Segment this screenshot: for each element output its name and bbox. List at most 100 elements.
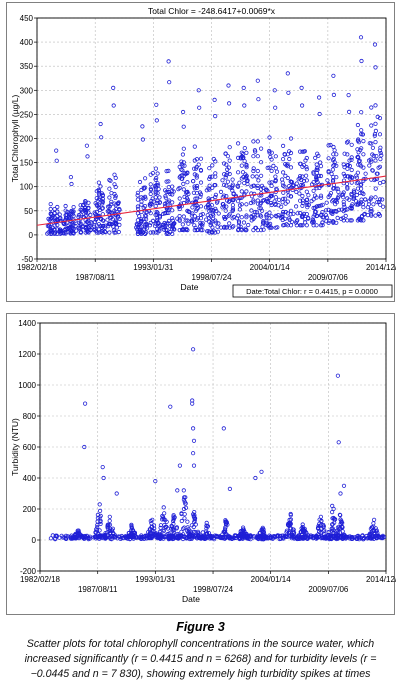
data-point [193,516,198,521]
data-point [349,142,354,147]
data-point [341,215,346,220]
data-point [186,191,191,197]
data-point [177,217,182,222]
data-point [97,502,102,507]
data-point [153,186,158,191]
data-point [170,216,175,221]
data-point [86,210,91,215]
data-point [287,526,293,531]
data-point [216,211,221,216]
data-point [224,204,229,209]
data-point [329,171,334,176]
data-point [318,223,324,228]
data-point [191,190,196,195]
y-tick-label: 450 [20,14,34,23]
data-point [241,525,246,530]
data-point [345,207,350,212]
data-point [236,141,241,146]
data-point [213,192,218,197]
data-point [303,173,309,178]
data-point [54,148,59,153]
data-point [280,143,286,148]
data-point [204,523,209,528]
data-point [326,530,331,535]
data-point [269,202,274,208]
data-point [192,214,197,219]
data-point [150,517,155,522]
data-point [222,182,227,187]
data-point [253,475,258,481]
data-point [375,171,380,176]
data-point [198,192,204,197]
data-point [335,215,340,220]
data-point [110,526,116,531]
data-point [300,201,306,206]
y-tick-label: 0 [29,231,34,240]
data-point [100,218,105,223]
data-point [149,521,154,526]
data-point [338,491,343,496]
data-point [113,230,118,235]
data-point [251,200,256,205]
data-point [86,200,91,205]
y-tick-label: -200 [20,567,37,576]
data-point [273,195,278,200]
data-point [361,205,366,210]
data-point [99,135,104,140]
correlation-annotation: Date:Total Chlor: r = 0.4415, p = 0.0000 [246,287,378,296]
data-point [87,534,93,539]
data-point [320,223,325,228]
data-point [359,213,365,219]
data-point [279,177,285,182]
data-point [311,188,316,193]
data-point [224,183,229,188]
data-point [304,531,309,536]
data-point [314,176,319,182]
data-point [300,174,305,179]
data-point [335,530,341,535]
data-point [251,183,256,188]
data-point [98,521,103,526]
data-point [376,199,382,205]
data-point [359,218,364,223]
data-point [189,213,194,218]
data-point [96,188,102,194]
data-point [304,223,309,228]
data-point [192,223,197,228]
data-point [94,209,99,214]
data-point [84,143,90,148]
data-point [244,189,249,194]
data-point [351,196,357,201]
data-point [350,175,355,180]
data-point [316,95,322,100]
y-tick-label: -50 [21,255,33,264]
data-point [316,153,321,158]
data-point [273,213,278,218]
data-point [251,166,256,171]
data-point [360,537,366,542]
data-point [373,186,378,191]
data-point [355,154,360,159]
data-point [246,535,251,540]
data-point [381,179,386,184]
data-point [171,534,176,539]
data-point [164,179,169,184]
data-point [369,209,374,214]
data-point [279,204,284,209]
data-point [319,522,324,527]
data-point [369,207,374,212]
data-point [153,177,158,182]
data-point [170,231,175,236]
data-point [181,526,186,531]
data-point [241,527,246,532]
data-point [244,213,249,218]
data-point [135,218,140,223]
data-point [177,164,182,169]
data-point [344,140,350,145]
data-point [265,536,271,541]
data-point [108,526,113,531]
data-point [331,92,336,98]
data-point [334,152,339,157]
data-point [356,150,361,155]
data-point [256,178,261,183]
